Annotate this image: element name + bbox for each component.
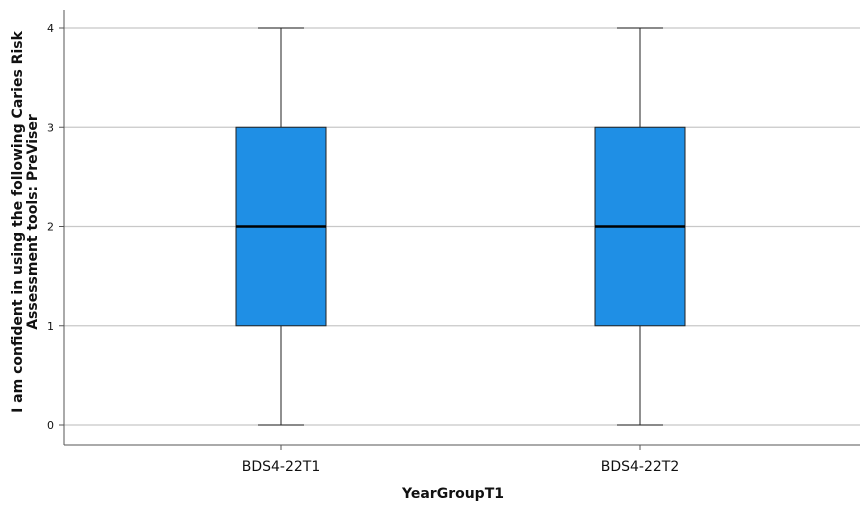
- y-axis-title: I am confident in using the following Ca…: [10, 30, 41, 412]
- gridlines: [64, 27, 860, 426]
- y-axis-title-line-2: Assessment tools: PreViser: [25, 114, 41, 330]
- x-tick-label: BDS4-22T1: [242, 459, 321, 475]
- x-tick-label: BDS4-22T2: [601, 459, 680, 475]
- x-axis-title: YearGroupT1: [401, 486, 504, 502]
- y-axis-title-line-1: I am confident in using the following Ca…: [10, 30, 26, 412]
- y-axis-ticks: 0 1 2 3 4: [47, 22, 64, 432]
- x-axis-ticks: BDS4-22T1 BDS4-22T2: [242, 445, 680, 475]
- y-tick-label: 0: [47, 419, 54, 432]
- box-1: [235, 27, 327, 426]
- box-2: [594, 27, 686, 426]
- y-tick-label: 3: [47, 121, 54, 134]
- boxes: [235, 27, 686, 426]
- y-tick-label: 4: [47, 22, 54, 35]
- y-tick-label: 2: [47, 221, 54, 234]
- y-tick-label: 1: [47, 320, 54, 333]
